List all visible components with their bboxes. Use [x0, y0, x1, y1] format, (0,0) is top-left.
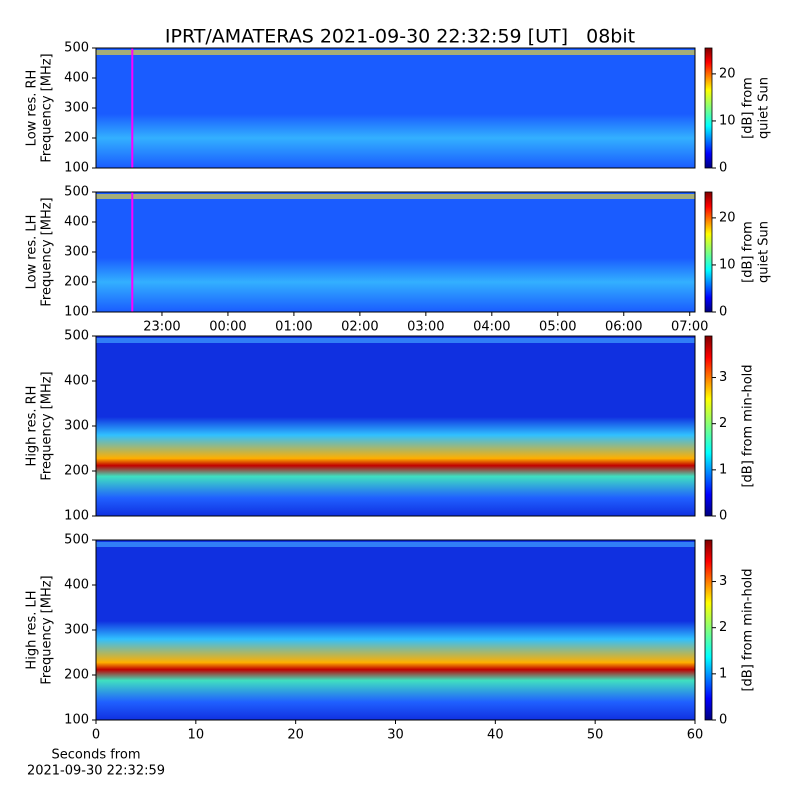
colorbar-tick-label: 10: [719, 113, 736, 128]
edge-band: [96, 194, 695, 199]
y-tick-label: 400: [64, 578, 89, 593]
x-axis-label: Seconds from: [51, 748, 140, 763]
y-tick-label: 500: [64, 329, 89, 344]
colorbar-label: [dB] from: [741, 77, 756, 139]
y-tick-label: 100: [64, 509, 89, 524]
y-axis-label: Frequency [MHz]: [40, 53, 55, 162]
y-tick-label: 300: [64, 419, 89, 434]
colorbar-label: [dB] from min-hold: [741, 568, 756, 691]
x-tick-label: 23:00: [143, 320, 180, 335]
colorbar-tick-label: 0: [719, 509, 727, 524]
colorbar-label: quiet Sun: [757, 77, 772, 139]
x-axis-label: 2021-09-30 22:32:59: [27, 764, 165, 779]
y-tick-label: 400: [64, 71, 89, 86]
y-axis-label: Frequency [MHz]: [40, 197, 55, 306]
colorbar-label: [dB] from min-hold: [741, 364, 756, 487]
y-axis-label: High res. LH: [25, 590, 40, 669]
colorbar-tick-label: 3: [719, 574, 727, 589]
colorbar-tick-label: 2: [719, 620, 727, 635]
y-tick-label: 200: [64, 668, 89, 683]
title: IPRT/AMATERAS 2021-09-30 22:32:59 [UT] 0…: [165, 26, 635, 48]
x-tick-label: 50: [587, 728, 604, 743]
x-tick-label: 01:00: [275, 320, 312, 335]
edge-band: [96, 542, 695, 547]
x-tick-label: 06:00: [605, 320, 642, 335]
y-axis-label: Low res. LH: [25, 215, 40, 290]
y-tick-label: 200: [64, 464, 89, 479]
y-tick-label: 500: [64, 533, 89, 548]
colorbar: [704, 191, 713, 313]
colorbar-tick-label: 1: [719, 462, 727, 477]
y-axis-label: Low res. RH: [25, 70, 40, 147]
edge-band: [96, 338, 695, 343]
x-tick-label: 00:00: [209, 320, 246, 335]
x-tick-label: 0: [92, 728, 100, 743]
x-tick-label: 10: [188, 728, 205, 743]
x-tick-label: 05:00: [539, 320, 576, 335]
edge-band: [96, 50, 695, 55]
colorbar-tick-label: 10: [719, 257, 736, 272]
y-tick-label: 400: [64, 215, 89, 230]
colorbar-tick-label: 2: [719, 416, 727, 431]
y-axis-label: Frequency [MHz]: [40, 371, 55, 480]
y-tick-label: 200: [64, 275, 89, 290]
spectrogram: [96, 336, 695, 516]
colorbar-label: [dB] from: [741, 221, 756, 283]
y-tick-label: 100: [64, 305, 89, 320]
colorbar: [704, 335, 713, 517]
colorbar-tick-label: 20: [719, 210, 736, 225]
y-tick-label: 300: [64, 101, 89, 116]
y-tick-label: 100: [64, 713, 89, 728]
colorbar: [704, 47, 713, 169]
y-tick-label: 500: [64, 185, 89, 200]
x-tick-label: 40: [487, 728, 504, 743]
x-tick-label: 04:00: [473, 320, 510, 335]
y-tick-label: 400: [64, 374, 89, 389]
x-tick-label: 20: [287, 728, 304, 743]
y-tick-label: 500: [64, 41, 89, 56]
y-tick-label: 300: [64, 245, 89, 260]
x-tick-label: 60: [687, 728, 704, 743]
colorbar-tick-label: 0: [719, 305, 727, 320]
y-tick-label: 200: [64, 131, 89, 146]
colorbar-tick-label: 3: [719, 370, 727, 385]
x-tick-label: 02:00: [341, 320, 378, 335]
y-tick-label: 300: [64, 623, 89, 638]
x-tick-label: 07:00: [671, 320, 708, 335]
spectrogram: [96, 540, 695, 720]
y-axis-label: High res. RH: [25, 386, 40, 467]
colorbar-tick-label: 1: [719, 666, 727, 681]
colorbar-tick-label: 20: [719, 66, 736, 81]
colorbar-label: quiet Sun: [757, 221, 772, 283]
x-tick-label: 03:00: [407, 320, 444, 335]
spectrogram: [96, 192, 695, 312]
spectrogram: [96, 48, 695, 168]
colorbar: [704, 539, 713, 721]
y-tick-label: 100: [64, 161, 89, 176]
x-tick-label: 30: [387, 728, 404, 743]
y-axis-label: Frequency [MHz]: [40, 575, 55, 684]
colorbar-tick-label: 0: [719, 161, 727, 176]
colorbar-tick-label: 0: [719, 713, 727, 728]
